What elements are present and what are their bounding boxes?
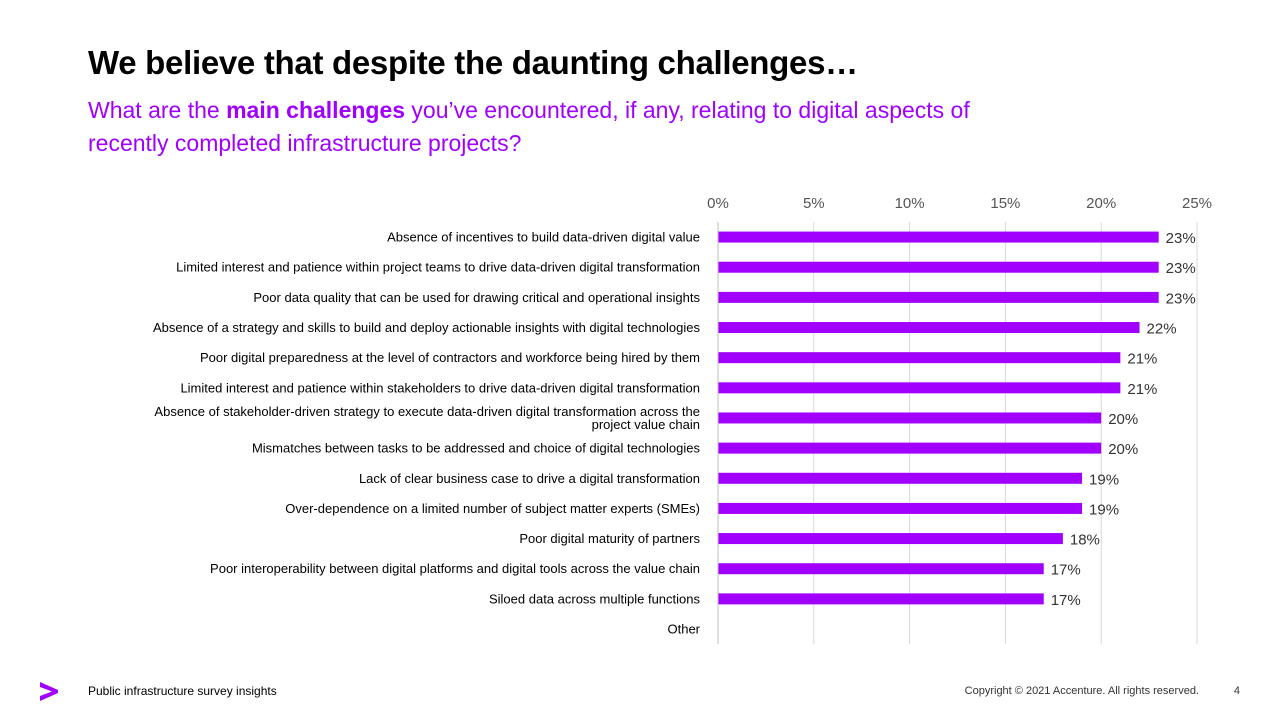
category-label: Poor digital maturity of partners <box>519 531 700 546</box>
data-label: 20% <box>1108 411 1138 428</box>
category-label: Poor interoperability between digital pl… <box>210 561 700 576</box>
x-tick-label: 20% <box>1086 195 1116 212</box>
data-label: 17% <box>1051 592 1081 609</box>
bar <box>718 231 1159 243</box>
category-label: Absence of stakeholder-driven strategy t… <box>154 404 700 432</box>
data-label: 19% <box>1089 471 1119 488</box>
bar <box>718 291 1159 303</box>
data-label: 21% <box>1127 351 1157 368</box>
subtitle-prefix: What are the <box>88 97 227 123</box>
x-tick-label: 25% <box>1182 195 1212 212</box>
category-label-line: Absence of a strategy and skills to buil… <box>153 320 701 335</box>
page-title: We believe that despite the daunting cha… <box>88 44 858 81</box>
x-tick-label: 10% <box>895 195 925 212</box>
category-label-line: Limited interest and patience within sta… <box>180 380 700 395</box>
category-label-line: Mismatches between tasks to be addressed… <box>252 441 701 456</box>
data-label: 20% <box>1108 441 1138 458</box>
subtitle-emphasis: main challenges <box>226 97 406 123</box>
accenture-chevron-icon <box>40 682 58 701</box>
bar <box>718 442 1102 454</box>
category-label: Poor data quality that can be used for d… <box>253 290 700 305</box>
subtitle-suffix: you’ve encountered, if any, relating to … <box>88 97 970 156</box>
category-label-line: Absence of stakeholder-driven strategy t… <box>154 404 700 419</box>
category-label-line: project value chain <box>592 417 700 432</box>
category-label: Poor digital preparedness at the level o… <box>200 350 700 365</box>
bar <box>718 472 1083 484</box>
category-label: Siloed data across multiple functions <box>489 591 701 606</box>
category-label-line: Absence of incentives to build data-driv… <box>387 230 700 245</box>
category-label: Over-dependence on a limited number of s… <box>285 501 700 516</box>
category-label-line: Other <box>667 622 700 637</box>
category-label-line: Lack of clear business case to drive a d… <box>359 471 700 486</box>
x-tick-label: 5% <box>803 195 825 212</box>
category-label: Limited interest and patience within pro… <box>176 260 700 275</box>
category-label: Other <box>667 622 700 637</box>
bar <box>718 322 1140 334</box>
x-tick-label: 15% <box>990 195 1020 212</box>
data-label: 18% <box>1070 532 1100 549</box>
data-label: 19% <box>1089 501 1119 518</box>
category-label: Absence of a strategy and skills to buil… <box>153 320 701 335</box>
data-label: 23% <box>1166 230 1196 247</box>
category-label: Lack of clear business case to drive a d… <box>359 471 700 486</box>
bar <box>718 261 1159 273</box>
bar <box>718 352 1121 364</box>
category-label-line: Poor digital preparedness at the level o… <box>200 350 700 365</box>
data-label: 17% <box>1051 562 1081 579</box>
page-subtitle: What are the main challenges you’ve enco… <box>88 94 1048 160</box>
category-label-line: Siloed data across multiple functions <box>489 591 701 606</box>
category-label: Mismatches between tasks to be addressed… <box>252 441 701 456</box>
data-label: 23% <box>1166 290 1196 307</box>
bar <box>718 593 1044 605</box>
copyright: Copyright © 2021 Accenture. All rights r… <box>964 685 1199 697</box>
category-label-line: Limited interest and patience within pro… <box>176 260 700 275</box>
bar <box>718 533 1063 545</box>
bar <box>718 563 1044 575</box>
category-label: Absence of incentives to build data-driv… <box>387 230 700 245</box>
data-label: 21% <box>1127 381 1157 398</box>
bar <box>718 502 1083 514</box>
category-label: Limited interest and patience within sta… <box>180 380 700 395</box>
data-label: 23% <box>1166 260 1196 277</box>
category-label-line: Over-dependence on a limited number of s… <box>285 501 700 516</box>
data-label: 22% <box>1147 321 1177 338</box>
x-tick-label: 0% <box>707 195 729 212</box>
bar <box>718 382 1121 394</box>
footer-text: Public infrastructure survey insights <box>88 684 277 698</box>
bar <box>718 412 1102 424</box>
page-number: 4 <box>1233 685 1240 697</box>
category-label-line: Poor digital maturity of partners <box>519 531 700 546</box>
category-label-line: Poor interoperability between digital pl… <box>210 561 700 576</box>
category-label-line: Poor data quality that can be used for d… <box>253 290 700 305</box>
